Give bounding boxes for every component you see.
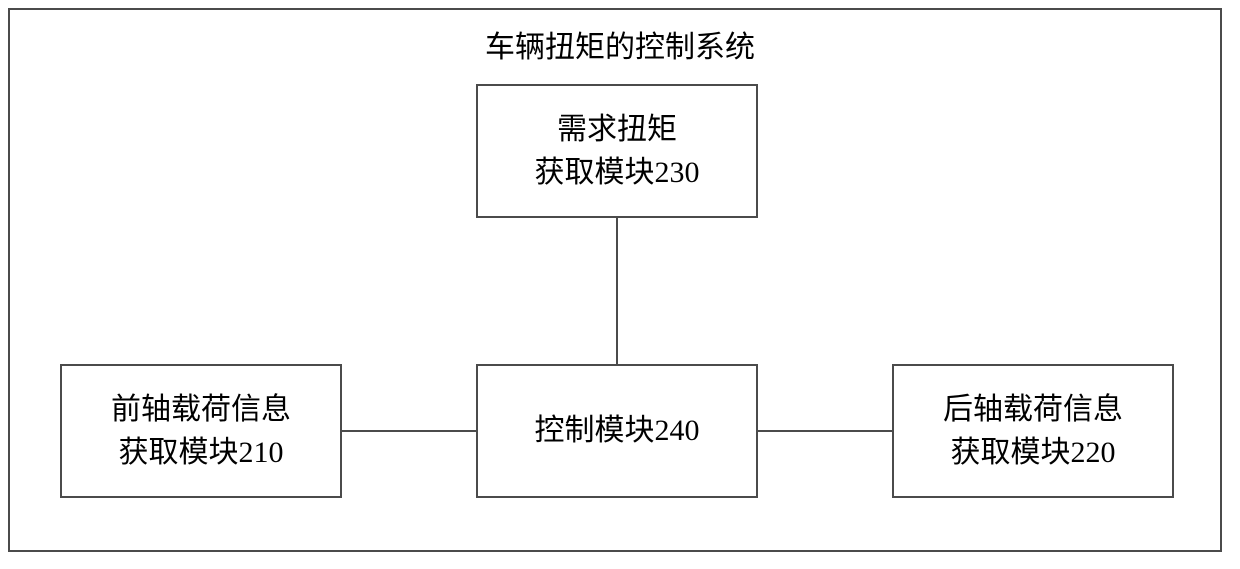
diagram-canvas: 车辆扭矩的控制系统 需求扭矩 获取模块230 前轴载荷信息 获取模块210 控制…: [0, 0, 1240, 569]
edge-control-to-rear-load: [758, 430, 892, 432]
node-front-axle-load-module: 前轴载荷信息 获取模块210: [60, 364, 342, 498]
edge-req-torque-to-control: [616, 218, 618, 364]
node-label-line: 前轴载荷信息: [111, 388, 291, 432]
diagram-title: 车辆扭矩的控制系统: [0, 22, 1240, 66]
node-label-line: 后轴载荷信息: [943, 388, 1123, 432]
node-label-line: 控制模块240: [535, 409, 700, 453]
node-label-line: 获取模块230: [535, 151, 700, 195]
node-label-line: 获取模块210: [119, 431, 284, 475]
node-label-line: 获取模块220: [951, 431, 1116, 475]
node-required-torque-module: 需求扭矩 获取模块230: [476, 84, 758, 218]
node-control-module: 控制模块240: [476, 364, 758, 498]
node-label-line: 需求扭矩: [557, 108, 677, 152]
node-rear-axle-load-module: 后轴载荷信息 获取模块220: [892, 364, 1174, 498]
edge-front-load-to-control: [342, 430, 476, 432]
